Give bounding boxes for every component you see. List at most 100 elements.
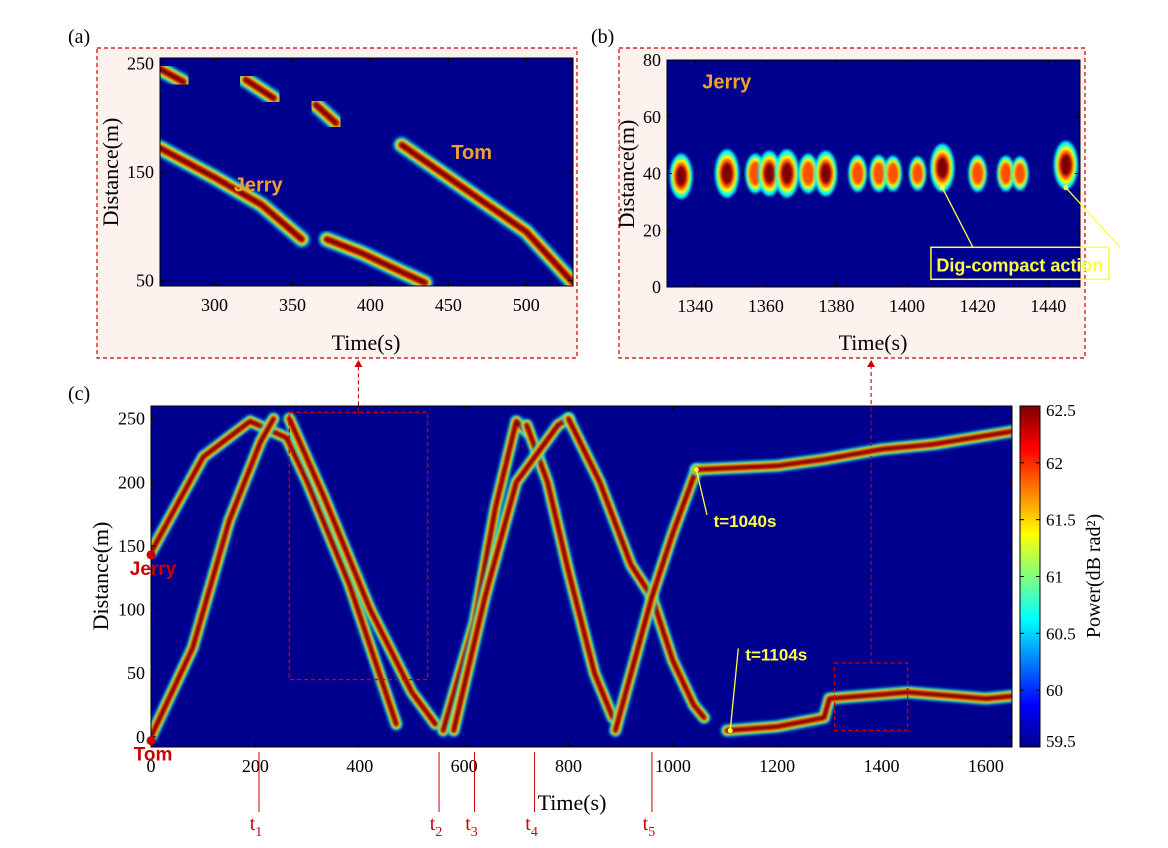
- arrow-head: [1063, 185, 1069, 191]
- data-blob: [851, 162, 864, 185]
- data-track: [613, 467, 699, 733]
- y-tick-label: 150: [127, 162, 154, 182]
- data-blob: [1060, 154, 1072, 176]
- annotation-label: t=1040s: [714, 512, 777, 531]
- panel-a-xlabel: Time(s): [332, 330, 401, 355]
- annotation-arrow: [695, 469, 708, 516]
- data-track: [160, 66, 186, 85]
- data-track: [524, 423, 615, 720]
- track-label: Tom: [451, 142, 492, 164]
- annotation-label: Dig-compact action: [936, 255, 1103, 275]
- arrow-head: [727, 727, 733, 733]
- start-marker-label: Tom: [134, 745, 173, 766]
- y-tick-label: 80: [643, 50, 661, 70]
- data-track: [399, 142, 573, 286]
- panel-c-ylabel: Distance(m): [88, 522, 113, 631]
- start-marker-label: Jerry: [130, 559, 177, 580]
- y-tick-label: 50: [136, 271, 154, 291]
- data-track: [151, 419, 399, 727]
- panel-b-ylabel: Distance(m): [614, 120, 639, 229]
- panel-b-xlabel: Time(s): [839, 330, 908, 355]
- y-tick-label: 200: [118, 472, 145, 492]
- x-tick-label: 1380: [818, 296, 854, 316]
- y-tick-label: 0: [136, 727, 145, 747]
- data-track: [324, 236, 428, 286]
- x-tick-label: 1360: [748, 296, 784, 316]
- data-track: [287, 416, 438, 727]
- x-tick-label: 1420: [960, 296, 996, 316]
- x-tick-label: 400: [346, 756, 373, 776]
- track-label: Jerry: [234, 175, 284, 197]
- y-tick-label: 250: [127, 53, 154, 73]
- arrow-head: [693, 467, 699, 473]
- x-tick-label: 800: [555, 756, 582, 776]
- time-mark-subscript: 3: [471, 825, 478, 840]
- x-tick-label: 400: [357, 295, 384, 315]
- data-blob: [971, 162, 984, 185]
- colorbar-label: Power(dB rad²): [1083, 514, 1105, 638]
- x-tick-label: 1440: [1030, 296, 1066, 316]
- time-mark-subscript: 4: [531, 825, 538, 840]
- colorbar-tick-label: 62: [1046, 454, 1063, 473]
- annotation-arrow: [729, 648, 739, 731]
- time-mark-label: t2: [430, 813, 443, 840]
- x-tick-label: 1400: [889, 296, 925, 316]
- time-mark-label: t3: [465, 813, 478, 840]
- start-marker: [146, 736, 156, 746]
- data-blob: [936, 157, 948, 179]
- x-tick-label: 1400: [864, 756, 900, 776]
- time-mark-letter: t: [525, 813, 531, 835]
- data-blob: [802, 161, 815, 186]
- data-blob: [887, 162, 899, 185]
- x-tick-label: 200: [242, 756, 269, 776]
- x-tick-label: 450: [435, 295, 462, 315]
- panel-b-label: (b): [591, 26, 614, 48]
- data-blob: [764, 163, 775, 184]
- annotation-label: t=1104s: [745, 645, 807, 664]
- x-tick-label: 1000: [655, 756, 691, 776]
- data-blob: [676, 166, 687, 187]
- y-tick-label: 0: [652, 277, 661, 297]
- track-label: Jerry: [702, 71, 752, 93]
- panel-c-xlabel: Time(s): [538, 790, 607, 815]
- time-mark-label: t1: [250, 813, 263, 840]
- data-track: [243, 77, 277, 101]
- time-mark-subscript: 5: [648, 825, 655, 840]
- x-tick-label: 1340: [677, 296, 713, 316]
- panel-c-label: (c): [68, 383, 90, 405]
- data-blob: [873, 162, 885, 185]
- colorbar-tick-label: 59.5: [1046, 732, 1076, 751]
- arrow-head: [939, 185, 945, 191]
- panel-a-ylabel: Distance(m): [98, 118, 123, 227]
- data-track: [694, 429, 1012, 472]
- x-tick-label: 300: [201, 295, 228, 315]
- colorbar-tick-label: 62.5: [1046, 401, 1076, 420]
- y-tick-label: 100: [118, 600, 145, 620]
- time-mark-subscript: 1: [255, 825, 262, 840]
- time-mark-letter: t: [430, 813, 436, 835]
- colorbar-tick-label: 61.5: [1046, 511, 1076, 530]
- x-tick-label: 500: [513, 295, 540, 315]
- data-blob: [1014, 162, 1026, 185]
- colorbar-tick-label: 61: [1046, 568, 1063, 587]
- time-mark-subscript: 2: [435, 825, 442, 840]
- data-blob: [820, 163, 831, 184]
- annotation-box: [930, 246, 1110, 281]
- data-track: [151, 416, 276, 739]
- y-tick-label: 250: [118, 409, 145, 429]
- x-tick-label: 0: [147, 756, 156, 776]
- y-tick-label: 20: [643, 220, 661, 240]
- y-tick-label: 50: [127, 663, 145, 683]
- data-blob: [912, 162, 923, 185]
- colorbar-tick-label: 60: [1046, 681, 1063, 700]
- data-blob: [721, 162, 733, 185]
- data-track: [313, 102, 339, 126]
- y-tick-label: 150: [118, 536, 145, 556]
- zoom-link-arrow: [867, 360, 876, 367]
- x-tick-label: 1600: [968, 756, 1004, 776]
- data-blob: [749, 161, 762, 186]
- time-mark-letter: t: [465, 813, 471, 835]
- y-tick-label: 40: [643, 164, 661, 184]
- data-track: [725, 690, 1012, 733]
